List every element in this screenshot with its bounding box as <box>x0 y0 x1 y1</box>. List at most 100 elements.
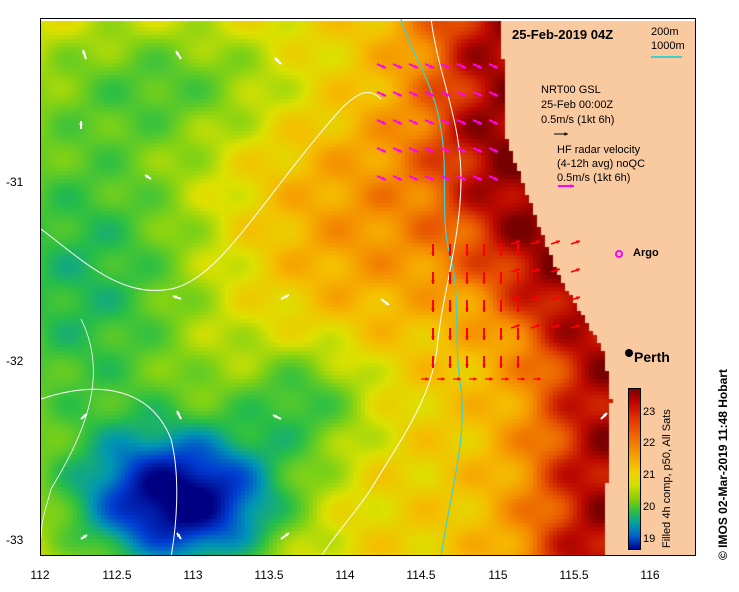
hf-radar-arrow <box>440 63 451 69</box>
hf-radar-arrow <box>376 147 387 153</box>
bathy-contour-inner <box>41 318 94 540</box>
hf-radar-arrow <box>408 147 419 153</box>
hf-radar-arrow <box>465 300 469 312</box>
hf-radar-arrow <box>472 147 483 153</box>
hf-radar-arrow <box>501 377 509 381</box>
hf-radar-arrow <box>516 272 520 284</box>
gsl-arrow <box>176 532 182 540</box>
hf-radar-arrow <box>550 240 561 245</box>
velocity-arrows <box>79 49 608 540</box>
bathy-200-contour <box>400 19 463 555</box>
hf-radar-arrow <box>392 119 403 125</box>
x-tick-label: 116 <box>640 568 660 582</box>
hf-radar-arrow <box>516 328 520 340</box>
hf-radar-arrow <box>440 147 451 153</box>
legend-hf-arrow <box>558 184 574 188</box>
y-tick-label: -32 <box>6 354 24 368</box>
hf-radar-arrow <box>510 240 521 245</box>
colorbar-label: Filled 4h comp, p50, All Sats <box>661 409 673 548</box>
hf-radar-arrow <box>408 175 419 181</box>
sst-field-image <box>41 19 695 555</box>
hf-radar-arrow <box>488 147 499 153</box>
gsl-arrow <box>80 413 88 420</box>
legend-bathy-line <box>651 56 682 58</box>
argo-label: Argo <box>633 247 659 259</box>
hf-radar-arrow <box>570 296 581 301</box>
y-tick-label: -31 <box>6 175 24 189</box>
hf-radar-arrow <box>431 272 435 284</box>
colorbar-tick: 22 <box>643 437 656 449</box>
colorbar-tick: 19 <box>643 533 656 545</box>
hf-radar-arrow <box>472 91 483 97</box>
hf-radar-arrow <box>530 268 541 273</box>
legend-bathy-1000: 1000m <box>651 40 685 52</box>
hf-radar-arrow <box>482 272 486 284</box>
hf-radar-arrow <box>482 328 486 340</box>
gsl-arrow <box>82 49 87 60</box>
gsl-arrow <box>80 534 88 540</box>
x-tick-label: 114.5 <box>406 568 436 582</box>
hf-radar-arrow <box>456 147 467 153</box>
hf-radar-arrow <box>530 240 541 245</box>
hf-radar-arrow <box>465 356 469 368</box>
argo-marker <box>615 250 623 258</box>
hf-radar-arrow <box>570 324 581 329</box>
hf-radar-arrow <box>456 63 467 69</box>
gsl-arrow <box>172 295 182 300</box>
hf-radar-arrow <box>440 175 451 181</box>
hf-radar-arrow <box>488 63 499 69</box>
hf-radar-arrow <box>550 324 561 329</box>
hf-radar-arrow <box>456 91 467 97</box>
hf-radar-arrow <box>424 147 435 153</box>
hf-radar-arrow <box>448 300 452 312</box>
hf-radar-arrow <box>499 272 503 284</box>
hf-radar-arrow <box>550 296 561 301</box>
hf-radar-arrow <box>516 356 520 368</box>
hf-radar-arrow <box>440 119 451 125</box>
x-tick-label: 112 <box>30 568 50 582</box>
hf-radar-arrow <box>424 175 435 181</box>
hf-radar-arrow <box>465 272 469 284</box>
hf-radar-arrow <box>408 119 419 125</box>
legend-bathy-200: 200m <box>651 26 679 38</box>
hf-radar-arrow <box>550 268 561 273</box>
gsl-arrow <box>176 410 182 420</box>
colorbar-tick: 23 <box>643 406 656 418</box>
gsl-arrow <box>280 294 290 300</box>
hf-radar-arrow <box>431 244 435 256</box>
hf-radar-arrow <box>510 268 521 273</box>
hf-radar-arrow <box>533 377 541 381</box>
hf-radar-arrow <box>482 300 486 312</box>
hf-radar-arrow <box>440 91 451 97</box>
hf-radar-arrow <box>456 175 467 181</box>
x-tick-label: 115 <box>488 568 508 582</box>
gsl-arrow <box>600 412 608 420</box>
hf-radar-arrow <box>376 63 387 69</box>
legend-hf-line1: HF radar velocity <box>557 144 641 156</box>
hf-radar-arrow <box>431 300 435 312</box>
hf-radar-arrow <box>482 356 486 368</box>
hf-radar-arrow <box>424 91 435 97</box>
hf-radar-arrow <box>456 119 467 125</box>
hf-radar-arrow <box>453 377 461 381</box>
hf-radar-arrow <box>392 63 403 69</box>
x-tick-label: 113 <box>183 568 203 582</box>
legend-gsl-line1: NRT00 GSL <box>541 84 601 96</box>
hf-radar-arrow <box>392 147 403 153</box>
hf-radar-arrow <box>499 328 503 340</box>
hf-radar-arrow <box>431 356 435 368</box>
hf-radar-arrow <box>499 356 503 368</box>
hf-radar-arrow <box>517 377 525 381</box>
legend-gsl-line2: 25-Feb 00:00Z <box>541 99 614 111</box>
hf-radar-arrow <box>465 328 469 340</box>
map-overlay <box>41 19 633 555</box>
x-tick-label: 112.5 <box>102 568 132 582</box>
hf-radar-arrow <box>424 119 435 125</box>
hf-radar-arrow <box>488 119 499 125</box>
hf-radar-arrow <box>499 244 503 256</box>
hf-radar-arrow <box>485 377 493 381</box>
hf-radar-arrow <box>421 377 429 381</box>
hf-radar-arrow <box>408 91 419 97</box>
gsl-arrow <box>79 121 83 129</box>
hf-radar-arrow <box>448 328 452 340</box>
